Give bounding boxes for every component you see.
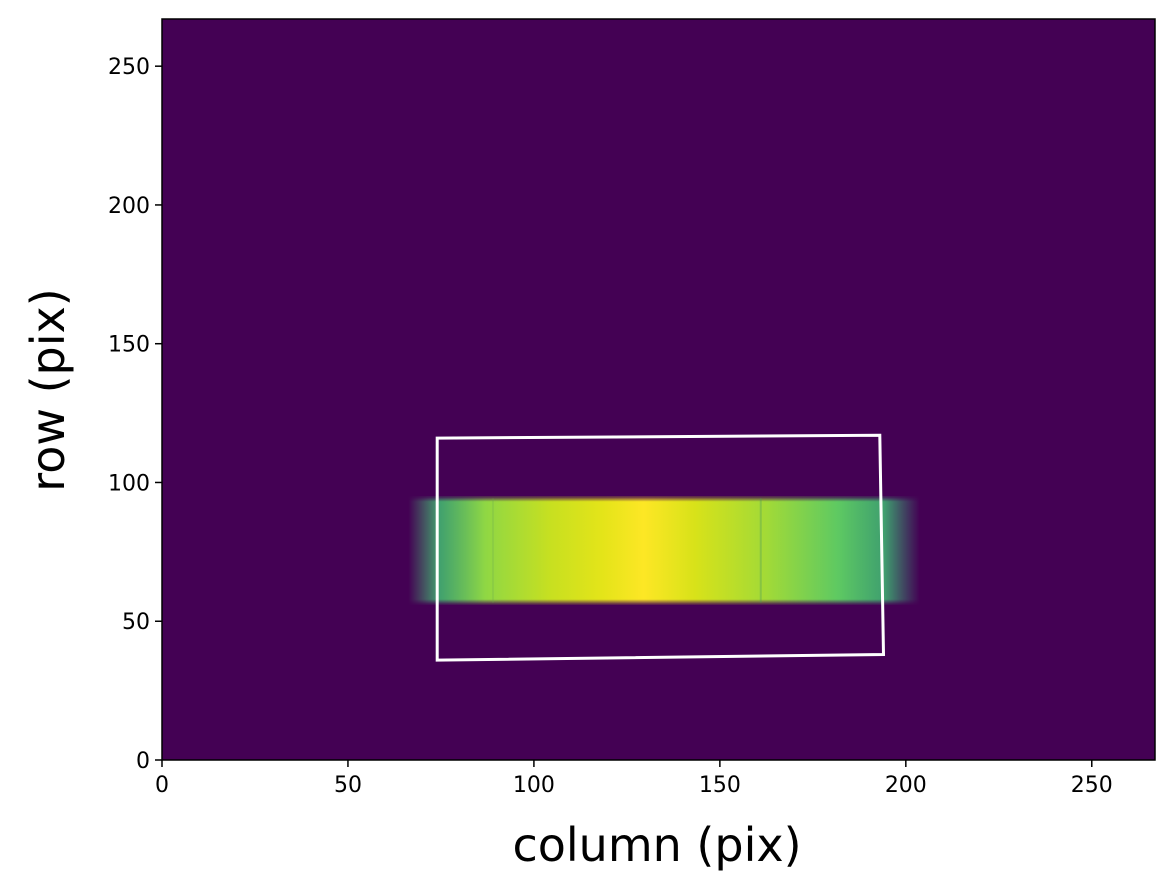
y-tick-label: 50 (122, 610, 150, 635)
x-tick-label: 50 (334, 773, 362, 798)
y-axis-title: row (pix) (21, 288, 75, 491)
y-axis: 0 50 100 150 200 250 (108, 55, 162, 774)
x-tick-label: 0 (155, 773, 169, 798)
y-tick-label: 150 (108, 333, 150, 358)
x-axis-title: column (pix) (512, 818, 801, 872)
x-axis: 0 50 100 150 200 250 (155, 760, 1113, 798)
x-tick-label: 250 (1071, 773, 1113, 798)
aperture-box (435, 433, 886, 662)
x-tick-label: 200 (885, 773, 927, 798)
bright-band-edge-shading (408, 496, 920, 605)
y-tick-label: 0 (136, 749, 150, 774)
y-tick-label: 250 (108, 55, 150, 80)
x-tick-label: 100 (513, 773, 555, 798)
x-tick-label: 150 (699, 773, 741, 798)
y-tick-label: 100 (108, 471, 150, 496)
y-tick-label: 200 (108, 194, 150, 219)
plot-frame (161, 18, 1156, 761)
plot-background (162, 19, 1155, 760)
